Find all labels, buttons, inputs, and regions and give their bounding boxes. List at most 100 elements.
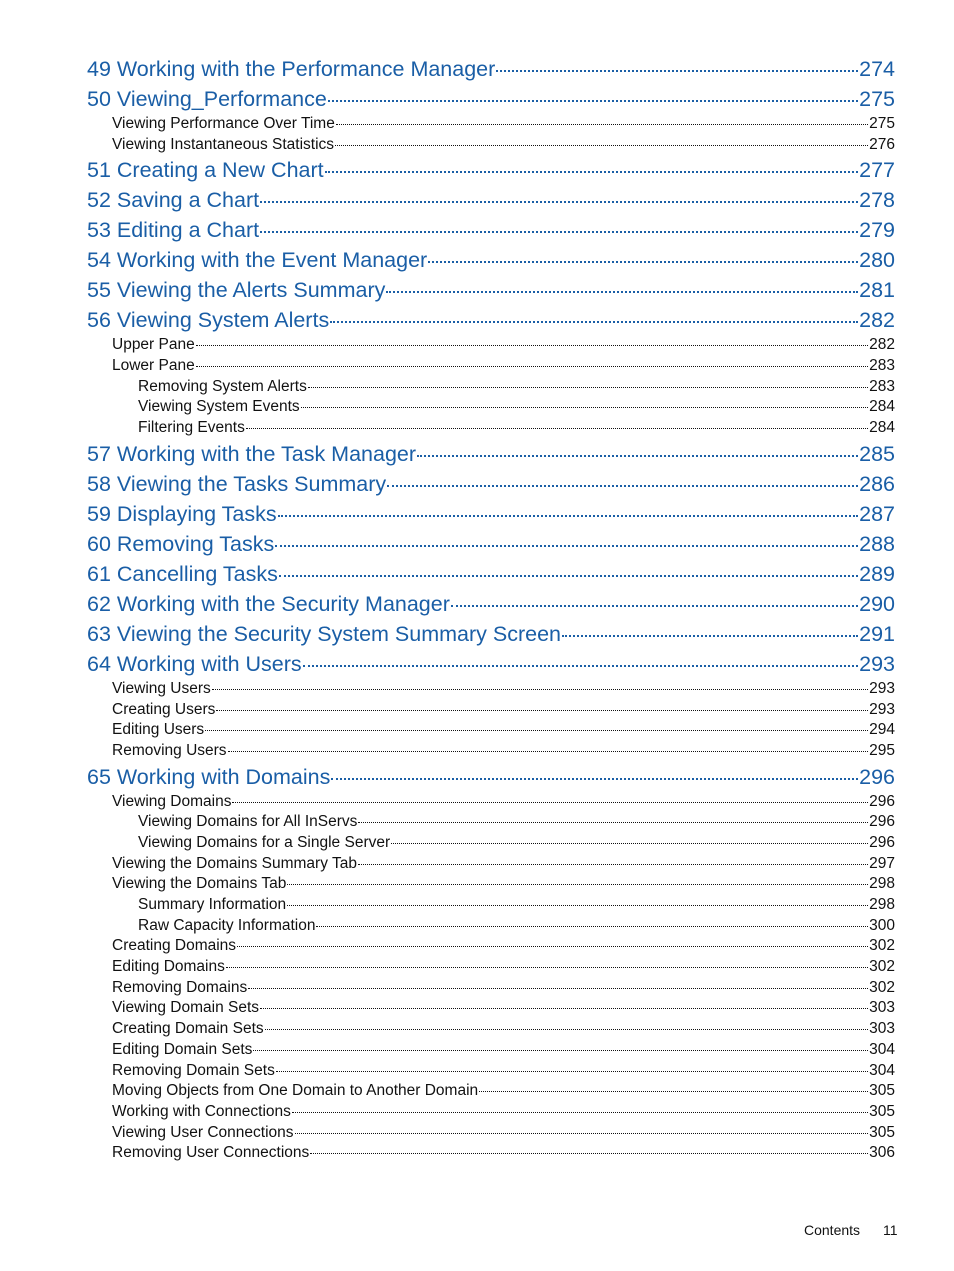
- dot-leader: [479, 1091, 869, 1093]
- chapter-entry-title: 50 Viewing_Performance: [87, 87, 327, 111]
- section-entry: Removing User Connections 306: [112, 1143, 895, 1164]
- section-entry-title: Creating Users: [112, 700, 216, 718]
- chapter-entry-page: 287: [859, 501, 895, 526]
- chapter-entry-title: 56 Viewing System Alerts: [87, 308, 330, 333]
- section-entry-page: 275: [869, 115, 895, 132]
- dot-leader: [417, 454, 859, 457]
- chapter-entry-title: 49 Working with the Performance Manager: [87, 57, 496, 81]
- section-entry: Creating Domains 302: [112, 936, 895, 957]
- section-entry: Viewing Performance Over Time 275: [112, 114, 895, 135]
- section-entry-title: Viewing Instantaneous Statistics: [112, 135, 335, 153]
- dot-leader: [211, 688, 869, 690]
- section-entry-page: 302: [869, 937, 895, 955]
- section-entry: Moving Objects from One Domain to Anothe…: [112, 1081, 895, 1102]
- section-entry-page: 303: [869, 999, 895, 1017]
- section-entry-page: 297: [869, 854, 895, 872]
- chapter-entry: 64 Working with Users 293: [87, 649, 895, 679]
- section-entry: Upper Pane 282: [112, 335, 895, 356]
- section-entry-title: Editing Domains: [112, 958, 225, 976]
- dot-leader: [287, 905, 869, 906]
- dot-leader: [195, 345, 869, 347]
- chapter-entry: 54 Working with the Event Manager 280: [87, 245, 895, 275]
- section-entry-title: Viewing Domain Sets: [112, 999, 260, 1017]
- subsection-entry-page: 298: [869, 896, 895, 913]
- section-entry-title: Viewing the Domains Tab: [112, 875, 287, 893]
- section-entry-title: Viewing Domains: [112, 792, 232, 810]
- chapter-entry: 59 Displaying Tasks 287: [87, 499, 895, 529]
- dot-leader: [260, 231, 859, 234]
- dot-leader: [277, 514, 859, 517]
- section-entry-title: Removing Domain Sets: [112, 1061, 275, 1079]
- chapter-entry-page: 296: [859, 764, 895, 789]
- chapter-entry-title: 64 Working with Users: [87, 651, 302, 676]
- subsection-entry-title: Viewing Domains for All InServs: [138, 813, 358, 831]
- chapter-entry-title: 55 Viewing the Alerts Summary: [87, 278, 386, 303]
- chapter-entry-title: 63 Viewing the Security System Summary S…: [87, 621, 561, 646]
- chapter-entry: 52 Saving a Chart 278: [87, 185, 895, 215]
- table-of-contents: 49 Working with the Performance Manager 2…: [0, 54, 954, 1164]
- dot-leader: [302, 664, 859, 667]
- section-entry: Viewing Domains 296: [112, 792, 895, 813]
- section-entry-page: 294: [869, 721, 895, 739]
- dot-leader: [335, 124, 869, 125]
- subsection-entry-page: 283: [869, 377, 895, 395]
- section-entry: Viewing Users 293: [112, 679, 895, 700]
- chapter-entry-title: 54 Working with the Event Manager: [87, 248, 428, 273]
- footer-section: Contents: [804, 1222, 861, 1238]
- section-entry: Lower Pane 283: [112, 356, 895, 377]
- chapter-entry-page: 288: [859, 531, 895, 556]
- section-entry: Removing Users 295: [112, 741, 895, 762]
- chapter-entry: 60 Removing Tasks 288: [87, 529, 895, 559]
- chapter-entry-title: 60 Removing Tasks: [87, 531, 275, 556]
- chapter-entry-page: 279: [859, 218, 895, 243]
- section-entry-title: Creating Domains: [112, 937, 237, 955]
- dot-leader: [195, 366, 869, 368]
- subsection-entry: Viewing Domains for All InServs 296: [138, 812, 895, 833]
- chapter-entry: 61 Cancelling Tasks 289: [87, 559, 895, 589]
- subsection-entry: Raw Capacity Information 300: [138, 916, 895, 937]
- dot-leader: [386, 291, 859, 294]
- section-entry-page: 276: [869, 135, 895, 153]
- dot-leader: [278, 574, 859, 577]
- section-entry-title: Moving Objects from One Domain to Anothe…: [112, 1082, 479, 1100]
- section-entry-page: 304: [869, 1040, 895, 1058]
- subsection-entry-title: Removing System Alerts: [138, 377, 307, 395]
- dot-leader: [287, 884, 869, 886]
- dot-leader: [225, 967, 869, 969]
- dot-leader: [227, 750, 869, 752]
- dot-leader: [205, 730, 869, 732]
- chapter-entry-title: 57 Working with the Task Manager: [87, 441, 417, 466]
- dot-leader: [310, 1153, 869, 1155]
- dot-leader: [391, 842, 869, 844]
- chapter-entry: 62 Working with the Security Manager 290: [87, 589, 895, 619]
- dot-leader: [275, 544, 859, 547]
- subsection-entry: Viewing System Events 284: [138, 397, 895, 418]
- chapter-entry-title: 51 Creating a New Chart: [87, 158, 324, 183]
- chapter-entry: 49 Working with the Performance Manager 2…: [87, 54, 895, 84]
- section-entry-title: Lower Pane: [112, 357, 195, 375]
- dot-leader: [330, 321, 859, 324]
- chapter-entry-page: 291: [859, 621, 895, 646]
- dot-leader: [316, 925, 869, 927]
- chapter-entry: 65 Working with Domains 296: [87, 762, 895, 792]
- footer-page: 11: [883, 1222, 898, 1238]
- dot-leader: [216, 709, 869, 711]
- dot-leader: [428, 261, 859, 264]
- dot-leader: [300, 407, 869, 409]
- section-entry-title: Viewing Users: [112, 679, 211, 697]
- chapter-entry: 50 Viewing_Performance 275: [87, 84, 895, 114]
- section-entry-title: Upper Pane: [112, 336, 195, 354]
- dot-leader: [307, 386, 869, 388]
- section-entry: Viewing User Connections 305: [112, 1123, 895, 1144]
- section-entry: Viewing the Domains Tab 298: [112, 874, 895, 895]
- subsection-entry-page: 284: [869, 419, 895, 437]
- dot-leader: [294, 1132, 869, 1134]
- chapter-entry-title: 61 Cancelling Tasks: [87, 561, 278, 586]
- dot-leader: [450, 604, 859, 607]
- section-entry-title: Removing Users: [112, 741, 227, 759]
- chapter-entry-page: 281: [859, 278, 895, 303]
- chapter-entry-title: 58 Viewing the Tasks Summary: [87, 471, 387, 496]
- section-entry: Removing Domain Sets 304: [112, 1061, 895, 1082]
- section-entry: Working with Connections 305: [112, 1102, 895, 1123]
- section-entry-page: 302: [869, 958, 895, 976]
